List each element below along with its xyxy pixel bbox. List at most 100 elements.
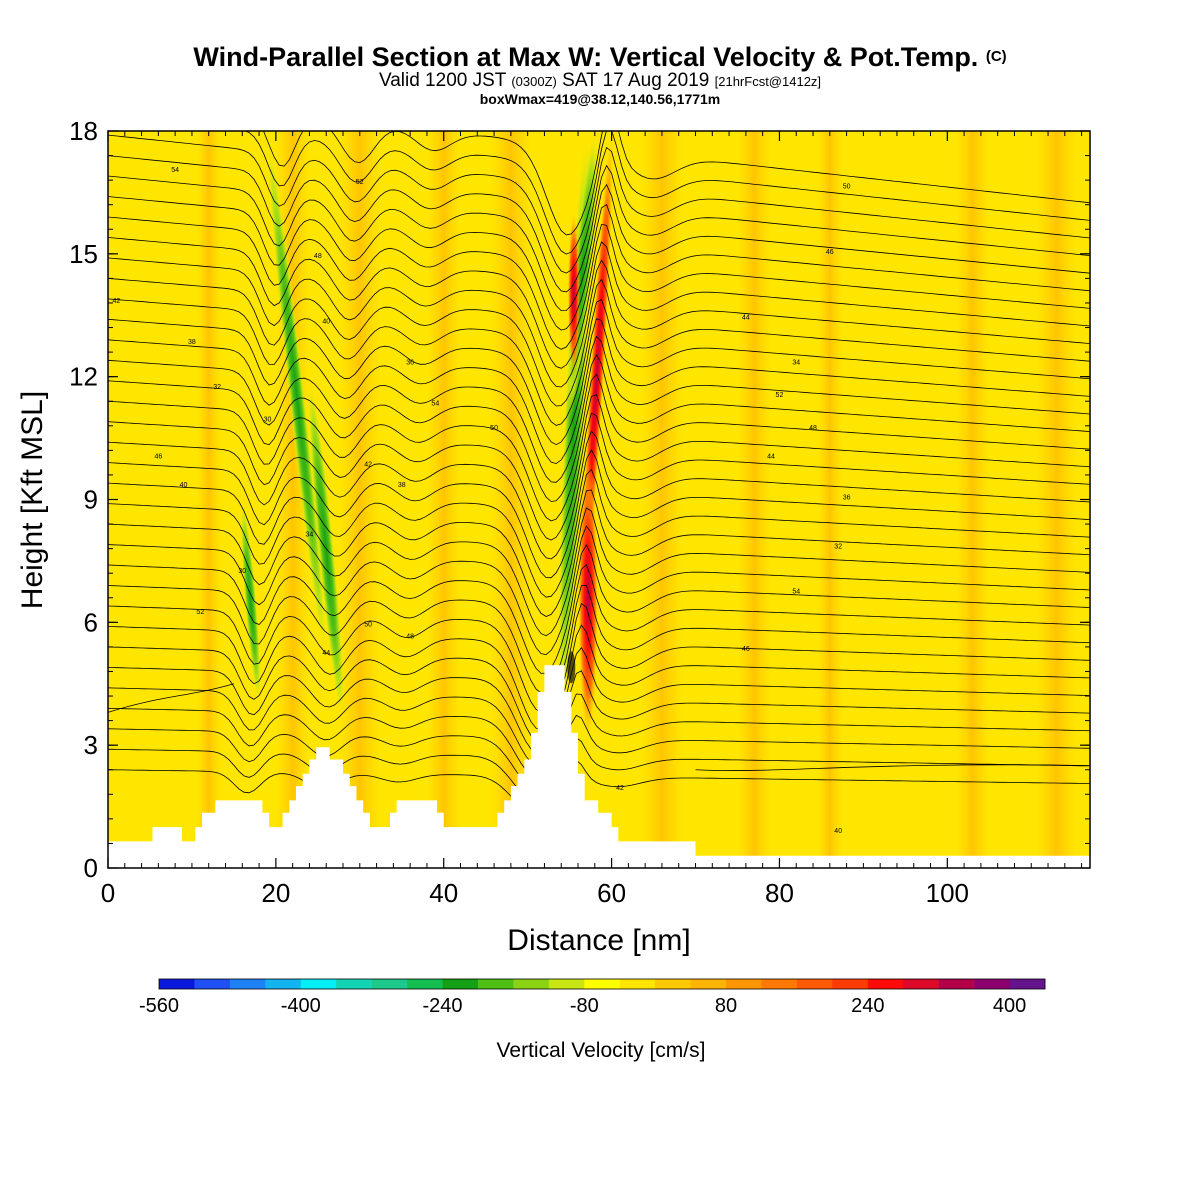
- updraft-region: [567, 212, 580, 377]
- x-tick-label: 100: [926, 878, 969, 908]
- theta-contour-label: 34: [306, 531, 314, 538]
- theta-contour-label: 30: [238, 568, 246, 575]
- theta-contour-label: 44: [767, 454, 775, 461]
- downdraft-region: [307, 376, 345, 725]
- colorbar-tick-label: -400: [281, 995, 321, 1017]
- colorbar-frame: [158, 978, 1046, 990]
- field-band: [817, 131, 843, 868]
- colorbar-swatch: [407, 979, 443, 989]
- colorbar-tick-label: -80: [570, 995, 599, 1017]
- theta-contour-line: [108, 602, 1090, 731]
- theta-contour-line: [108, 430, 1090, 560]
- theta-contour-line: [244, 131, 1090, 255]
- field-band: [640, 131, 683, 868]
- theta-contour-line: [108, 278, 1090, 407]
- colorbar-swatch: [867, 979, 904, 989]
- colorbar-swatch: [229, 979, 266, 989]
- colorbar-swatch: [477, 979, 514, 989]
- colorbar-tick-label: -240: [423, 995, 463, 1017]
- theta-contour-line: [108, 175, 1090, 312]
- theta-contour-line: [108, 759, 1090, 813]
- theta-contour-label: 42: [364, 462, 372, 469]
- theta-contour-label: 40: [834, 828, 842, 835]
- theta-contour-line: [108, 155, 1090, 293]
- field-band: [1035, 131, 1078, 868]
- theta-contour-line: [108, 216, 1090, 350]
- x-tick-label: 60: [597, 878, 626, 908]
- y-tick-label: 15: [69, 239, 98, 269]
- colorbar-swatch: [584, 979, 621, 989]
- theta-contour-label: 46: [154, 454, 162, 461]
- colorbar-tick-label: 240: [851, 995, 884, 1017]
- plot-area: 54 52 50 48 46 44 42 40 38 36 34 32 30 54 52 50 48 46 44 42…: [107, 130, 1091, 869]
- y-tick-label: 9: [84, 485, 98, 515]
- colorbar-swatch: [194, 979, 231, 989]
- field-band: [426, 131, 461, 868]
- field-band: [489, 131, 532, 868]
- theta-contour-labels: 54 52 50 48 46 44 42 40 38 36 34 32 30 54 52 50 48 46 44 42…: [112, 167, 850, 835]
- theta-contour-line: [108, 564, 1090, 694]
- downdraft-region: [266, 131, 328, 664]
- theta-contour-label: 48: [406, 634, 414, 641]
- theta-contour-label: 32: [834, 544, 842, 551]
- theta-contour-label: 38: [188, 339, 196, 346]
- colorbar-swatch: [796, 979, 833, 989]
- theta-contour-line: [108, 412, 1090, 541]
- x-tick-label: 0: [101, 878, 115, 908]
- theta-contour-label: 50: [843, 183, 851, 190]
- colorbar-swatch: [300, 979, 337, 989]
- theta-contours: [108, 131, 1090, 813]
- copyright-mark: (C): [985, 48, 1007, 65]
- theta-contour-line: [108, 318, 1090, 446]
- theta-contour-label: 54: [792, 589, 800, 596]
- theta-contour-line: [108, 354, 1090, 483]
- colorbar-tick-label: 80: [715, 995, 737, 1017]
- colorbar-swatch: [903, 979, 939, 989]
- theta-contour-line: [108, 507, 1090, 637]
- theta-contour-label: 50: [490, 425, 498, 432]
- field-band: [338, 131, 381, 868]
- updraft-region: [578, 458, 599, 737]
- theta-contour-line: [108, 257, 1090, 388]
- colorbar-swatch: [442, 979, 479, 989]
- updraft-core: [567, 651, 576, 684]
- theta-contour-label: 50: [364, 621, 372, 628]
- theta-contour-label: 44: [322, 650, 330, 657]
- theta-contour-label: 36: [406, 359, 414, 366]
- theta-contour-label: 54: [431, 400, 439, 407]
- theta-contour-line: [108, 196, 1090, 331]
- chart-title: Wind-Parallel Section at Max W: Vertical…: [0, 42, 1200, 72]
- y-tick-label: 0: [84, 853, 98, 883]
- theta-contour-label: 32: [213, 384, 221, 391]
- theta-contour-line: [108, 683, 235, 713]
- theta-contour-line: [108, 624, 1090, 742]
- colorbar-swatch: [938, 979, 975, 989]
- y-tick-label: 3: [84, 730, 98, 760]
- theta-contour-label: 38: [398, 482, 406, 489]
- theta-contour-line: [108, 670, 1090, 766]
- box-wmax-info: boxWmax=419@38.12,140.56,1771m: [479, 91, 721, 107]
- theta-contour-label: 34: [792, 359, 800, 366]
- theta-contour-line: [108, 714, 1090, 789]
- y-tick-label: 18: [69, 116, 98, 146]
- x-axis: 0 20 40 60 80 100: [101, 131, 1083, 908]
- colorbar-swatch: [336, 979, 372, 989]
- theta-contour-line: [108, 134, 1090, 274]
- theta-contour-label: 42: [112, 298, 120, 305]
- theta-contour-label: 46: [742, 646, 750, 653]
- field-band: [196, 131, 222, 868]
- field-band: [955, 131, 990, 868]
- theta-contour-label: 40: [322, 318, 330, 325]
- valid-time-line: Valid 1200 JST (0300Z) SAT 17 Aug 2019 […: [0, 71, 1200, 91]
- x-tick-label: 20: [261, 878, 290, 908]
- theta-contour-line: [108, 646, 1090, 754]
- theta-contour-label: 48: [809, 425, 817, 432]
- colorbar-swatch: [761, 979, 798, 989]
- theta-contour-label: 36: [843, 495, 851, 502]
- theta-contour-label: 52: [196, 609, 204, 616]
- colorbar-swatch: [974, 979, 1010, 989]
- theta-contour-label: 40: [180, 482, 188, 489]
- y-axis-label: Height [Kft MSL]: [16, 391, 49, 609]
- valid-utc: (0300Z): [511, 74, 557, 89]
